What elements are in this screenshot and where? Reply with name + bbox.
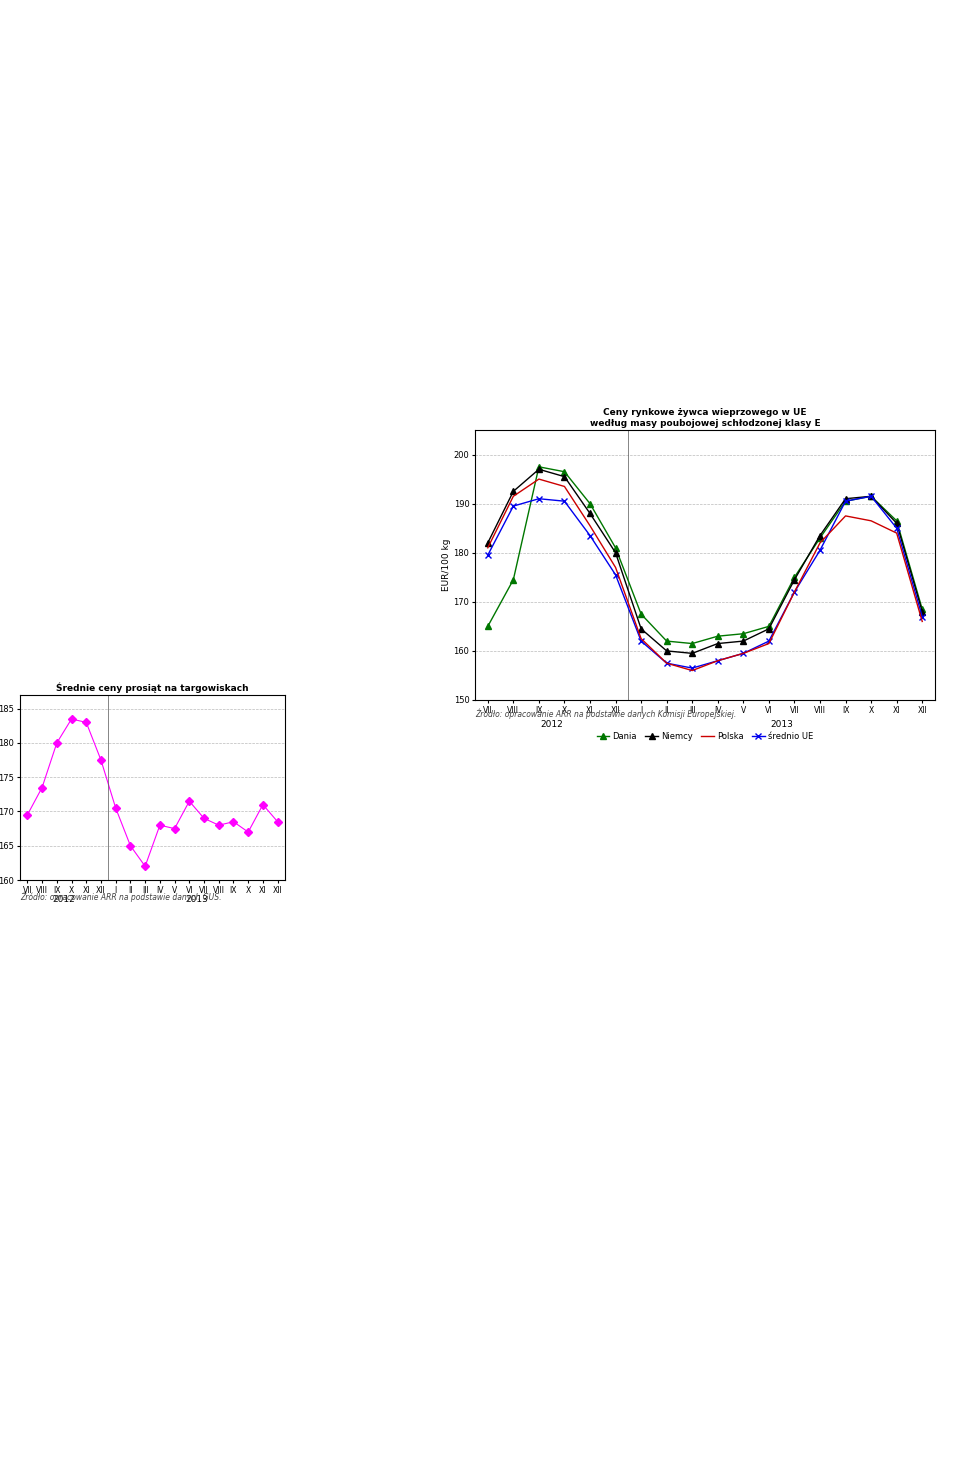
Niemcy <box>712 635 724 653</box>
Polska <box>585 517 596 535</box>
Title: Średnie ceny prosiąt na targowiskach: Średnie ceny prosiąt na targowiskach <box>57 682 249 693</box>
Polska <box>789 583 801 601</box>
średnio UE <box>712 651 724 669</box>
Line: Dania: Dania <box>485 464 925 647</box>
Niemcy <box>840 490 852 508</box>
Dania <box>891 513 902 530</box>
Niemcy <box>533 461 544 479</box>
Text: 2012: 2012 <box>540 719 564 730</box>
średnio UE <box>533 490 544 508</box>
Text: Źródło: opracowanie ARR na podstawie danych GUS.: Źródło: opracowanie ARR na podstawie dan… <box>20 892 222 902</box>
Niemcy <box>865 487 876 505</box>
Text: Źródło: opracowanie ARR na podstawie danych Komisji Europejskiej.: Źródło: opracowanie ARR na podstawie dan… <box>475 709 736 719</box>
średnio UE <box>585 527 596 545</box>
Dania <box>840 492 852 510</box>
średnio UE <box>508 498 519 515</box>
Polska <box>917 613 928 631</box>
Dania <box>636 606 647 623</box>
Dania <box>482 617 493 635</box>
średnio UE <box>789 583 801 601</box>
Niemcy <box>737 632 749 650</box>
Dania <box>917 600 928 617</box>
Polska <box>712 651 724 669</box>
średnio UE <box>660 654 672 672</box>
Dania <box>686 635 698 653</box>
średnio UE <box>840 492 852 510</box>
średnio UE <box>865 487 876 505</box>
Dania <box>814 529 826 546</box>
Polska <box>533 470 544 487</box>
Dania <box>789 569 801 586</box>
Dania <box>660 632 672 650</box>
średnio UE <box>636 632 647 650</box>
Line: Polska: Polska <box>488 479 923 671</box>
Polska <box>559 477 570 495</box>
Niemcy <box>660 642 672 660</box>
Dania <box>712 628 724 645</box>
średnio UE <box>737 644 749 662</box>
Dania <box>585 495 596 513</box>
Polska <box>763 635 775 653</box>
średnio UE <box>610 566 621 583</box>
Niemcy <box>636 620 647 638</box>
Dania <box>533 458 544 476</box>
Dania <box>865 487 876 505</box>
Polska <box>865 513 876 530</box>
Niemcy <box>559 468 570 486</box>
Polska <box>891 524 902 542</box>
Niemcy <box>585 505 596 523</box>
Line: średnio UE: średnio UE <box>484 493 925 672</box>
Line: Niemcy: Niemcy <box>485 467 925 656</box>
średnio UE <box>559 492 570 510</box>
Polska <box>610 558 621 576</box>
Y-axis label: EUR/100 kg: EUR/100 kg <box>442 539 451 591</box>
Polska <box>636 629 647 647</box>
Polska <box>737 644 749 662</box>
Dania <box>559 462 570 480</box>
średnio UE <box>482 546 493 564</box>
Dania <box>737 625 749 642</box>
średnio UE <box>917 607 928 625</box>
Niemcy <box>763 620 775 638</box>
Niemcy <box>814 527 826 545</box>
Text: 2012: 2012 <box>53 895 76 904</box>
Niemcy <box>508 483 519 501</box>
Text: 2013: 2013 <box>770 719 793 730</box>
Dania <box>610 539 621 557</box>
Dania <box>763 617 775 635</box>
Niemcy <box>917 603 928 620</box>
Polska <box>840 507 852 524</box>
Dania <box>508 572 519 589</box>
Niemcy <box>610 544 621 561</box>
Polska <box>686 662 698 679</box>
średnio UE <box>891 520 902 538</box>
Niemcy <box>686 644 698 662</box>
Niemcy <box>891 514 902 532</box>
Niemcy <box>789 572 801 589</box>
Polska <box>482 539 493 557</box>
Polska <box>814 535 826 552</box>
Polska <box>508 487 519 505</box>
Polska <box>660 654 672 672</box>
Text: 2013: 2013 <box>185 895 208 904</box>
średnio UE <box>686 659 698 676</box>
średnio UE <box>814 542 826 560</box>
Niemcy <box>482 535 493 552</box>
Legend: Dania, Niemcy, Polska, średnio UE: Dania, Niemcy, Polska, średnio UE <box>593 728 817 744</box>
Title: Ceny rynkowe żywca wieprzowego w UE
według masy poubojowej schłodzonej klasy E: Ceny rynkowe żywca wieprzowego w UE wedł… <box>589 409 820 428</box>
średnio UE <box>763 632 775 650</box>
